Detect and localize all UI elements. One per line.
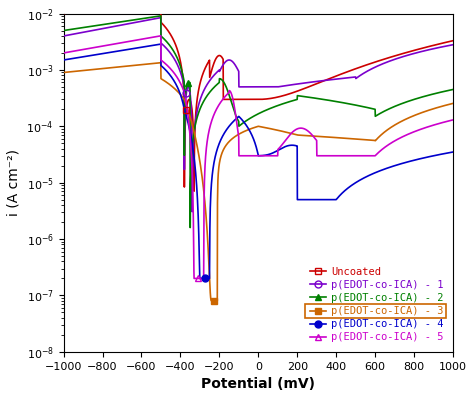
Y-axis label: i (A cm⁻²): i (A cm⁻²) <box>7 149 21 216</box>
X-axis label: Potential (mV): Potential (mV) <box>201 377 315 391</box>
Legend: Uncoated, p(EDOT-co-ICA) - 1, p(EDOT-co-ICA) - 2, p(EDOT-co-ICA) - 3, p(EDOT-co-: Uncoated, p(EDOT-co-ICA) - 1, p(EDOT-co-… <box>306 263 448 347</box>
